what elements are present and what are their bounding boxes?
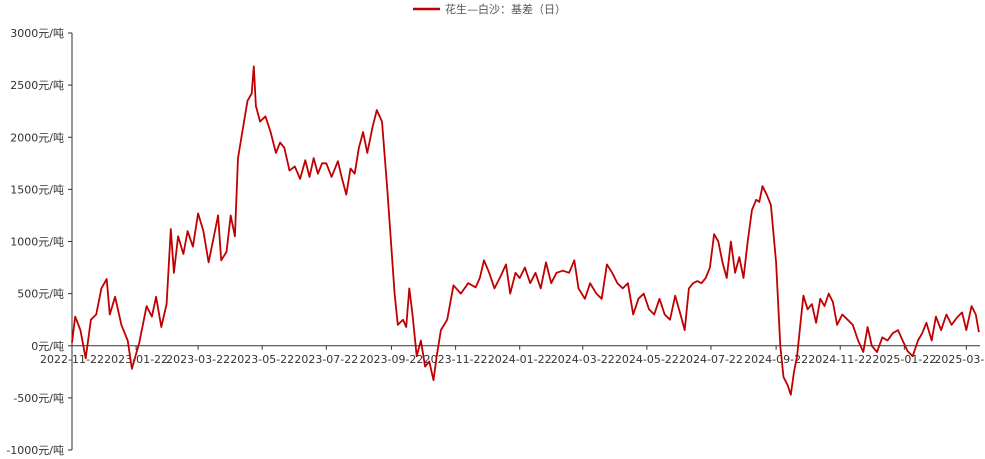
x-tick-label: 2023-05-22 [230,353,294,366]
series-layer [71,65,980,396]
x-tick-label: 2025-01-22 [872,353,936,366]
legend-label: 花生—白沙：基差（日） [445,2,566,16]
legend: 花生—白沙：基差（日） [413,2,566,16]
x-tick-label: 2024-07-22 [679,353,743,366]
y-tick-label: 500元/吨 [17,288,64,301]
x-tick-label: 2023-01-22 [104,353,168,366]
y-tick-label: -500元/吨 [13,392,64,405]
y-tick-label: 2500元/吨 [10,79,64,92]
x-tick-label: 2023-03-22 [166,353,230,366]
x-tick-label: 2024-11-22 [808,353,872,366]
y-tick-label: 1000元/吨 [10,236,64,249]
x-tick-label: 2023-09-22 [360,353,424,366]
series-line [71,65,980,396]
x-tick-label: 2024-05-22 [615,353,679,366]
x-tick-label: 2023-11-22 [424,353,488,366]
x-tick-label: 2022-11-22 [40,353,104,366]
y-tick-label: 0元/吨 [31,340,64,353]
y-tick-label: 1500元/吨 [10,183,64,196]
y-axis: 3000元/吨 2500元/吨 2000元/吨 1500元/吨 1000元/吨 500元/… [6,27,73,457]
x-tick-label: 2025-03-22 [934,353,985,366]
y-tick-label: 2000元/吨 [10,131,64,144]
x-tick-label: 2024-09-22 [744,353,808,366]
x-tick-label: 2024-01-22 [488,353,552,366]
x-tick-label: 2024-03-22 [551,353,615,366]
y-tick-label: -1000元/吨 [6,444,64,457]
y-tick-label: 3000元/吨 [10,27,64,40]
x-tick-label: 2023-07-22 [294,353,358,366]
